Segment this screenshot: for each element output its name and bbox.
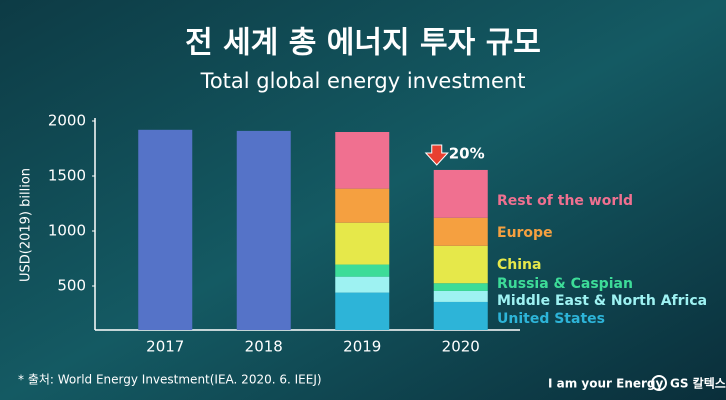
bar-segment <box>236 130 291 330</box>
source: * 출처: World Energy Investment(IEA. 2020.… <box>18 373 322 387</box>
legend-label: Rest of the world <box>497 193 633 209</box>
x-tick-label: 2020 <box>442 338 480 356</box>
bar-segment <box>433 301 488 330</box>
y-axis-label: USD(2019) billion <box>19 168 34 282</box>
legend-label: Russia & Caspian <box>497 276 633 292</box>
bar-segment <box>433 283 488 291</box>
bar-segment <box>433 169 488 218</box>
bar-segment <box>335 222 390 265</box>
chart-subtitle: Total global energy investment <box>200 69 526 93</box>
x-tick-label: 2017 <box>146 338 184 356</box>
logo-icon <box>651 375 667 391</box>
legend-label: Middle East & North Africa <box>497 293 707 309</box>
x-tick-label: 2018 <box>245 338 283 356</box>
annotation: 20% <box>449 144 485 162</box>
x-tick-label: 2019 <box>343 338 381 356</box>
logo: GS 칼텍스 <box>670 376 726 391</box>
bar-segment <box>433 245 488 284</box>
bar-segment <box>335 276 390 293</box>
chart-title: 전 세계 총 에너지 투자 규모 <box>185 26 541 61</box>
bar-segment <box>335 292 390 330</box>
annotation-arrow <box>424 144 449 166</box>
bar-segment <box>335 264 390 277</box>
legend-label: Europe <box>497 225 553 241</box>
bar-segment <box>335 132 390 189</box>
y-tick-label: 2000 <box>48 112 86 130</box>
bar-segment <box>433 217 488 246</box>
y-tick-label: 1000 <box>48 222 86 240</box>
y-tick-label: 500 <box>57 277 86 295</box>
bar-segment <box>335 188 390 223</box>
legend-label: United States <box>497 311 605 327</box>
bar-segment <box>138 129 193 330</box>
brand: I am your Energy <box>548 377 664 391</box>
legend-label: China <box>497 257 541 273</box>
bar-segment <box>433 290 488 302</box>
y-tick-label: 1500 <box>48 167 86 185</box>
